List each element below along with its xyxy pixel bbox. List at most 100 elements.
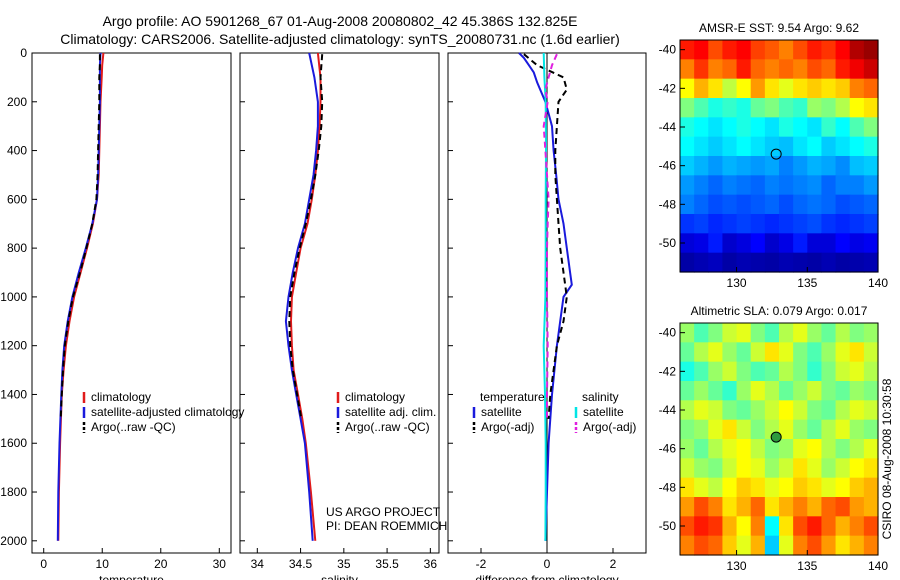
amsr_sst_map-cell <box>708 252 724 273</box>
altimetric_sla_map-cell <box>779 323 794 343</box>
altimetric_sla_map-cell <box>793 323 808 343</box>
altimetric_sla_map-cell <box>779 381 794 401</box>
altimetric_sla_map-cell <box>750 477 766 498</box>
altimetric_sla_map-cell <box>793 419 808 440</box>
amsr_sst_map-cell <box>835 233 851 254</box>
altimetric_sla_map-cell <box>821 497 837 517</box>
amsr_sst_map-cell <box>779 78 794 99</box>
amsr_sst_map-cell <box>863 156 879 176</box>
amsr_sst_map-cell <box>863 252 879 273</box>
altimetric_sla_map-cell <box>863 400 879 421</box>
difference-legend-label: Argo(-adj) <box>481 420 534 434</box>
altimetric_sla_map-cell <box>793 458 808 479</box>
salinity-xlabel: salinity <box>321 573 358 580</box>
altimetric_sla_map-cell <box>764 458 780 479</box>
altimetric_sla_map-ytick-label: -48 <box>659 480 677 494</box>
altimetric_sla_map-cell <box>680 497 695 517</box>
amsr_sst_map-ytick-label: -46 <box>659 159 677 173</box>
amsr_sst_map-cell <box>849 233 865 254</box>
altimetric_sla_map-cell <box>863 477 879 498</box>
amsr_sst_map-cell <box>779 136 794 157</box>
altimetric_sla_map-cell <box>680 361 695 382</box>
altimetric_sla_map-cell <box>694 381 709 401</box>
altimetric_sla_map-cell <box>849 535 865 556</box>
amsr_sst_map-cell <box>849 59 865 80</box>
amsr_sst_map-cell <box>736 233 752 254</box>
amsr_sst_map-cell <box>863 194 879 215</box>
amsr_sst_map-cell <box>779 98 794 118</box>
altimetric_sla_map-cell <box>807 381 823 401</box>
altimetric_sla_map-cell <box>807 458 823 479</box>
temperature-xtick-label: 30 <box>213 557 227 571</box>
amsr_sst_map-cell <box>779 117 794 138</box>
amsr_sst_map-cell <box>835 214 851 234</box>
altimetric_sla_map-xtick-label: 130 <box>727 559 747 573</box>
amsr_sst_map-cell <box>680 98 695 118</box>
salinity-series-satellite-adj-clim- <box>284 52 319 541</box>
amsr_sst_map-xtick-label: 130 <box>727 276 747 290</box>
altimetric_sla_map-cell <box>736 400 752 421</box>
altimetric_sla_map-cell <box>835 477 851 498</box>
temperature-legend-label: Argo(..raw -QC) <box>91 420 176 434</box>
altimetric_sla_map-cell <box>680 458 695 479</box>
amsr_sst_map-cell <box>793 117 808 138</box>
altimetric_sla_map-cell <box>680 439 695 459</box>
amsr_sst_map-cell <box>821 117 837 138</box>
amsr_sst_map-cell <box>807 59 823 80</box>
difference-legend-label: satellite <box>583 405 624 419</box>
altimetric_sla_map-cell <box>779 361 794 382</box>
difference-xtick-label: 0 <box>544 557 551 571</box>
altimetric_sla_map-cell <box>750 497 766 517</box>
altimetric_sla_map-cell <box>821 400 837 421</box>
temperature-ytick-label: 1000 <box>0 290 27 304</box>
amsr_sst_map-cell <box>807 214 823 234</box>
altimetric_sla_map-cell <box>708 400 724 421</box>
altimetric_sla_map-cell <box>807 477 823 498</box>
altimetric_sla_map-cell <box>694 419 709 440</box>
altimetric_sla_map-cell <box>835 535 851 556</box>
altimetric_sla_map-cell <box>821 516 837 537</box>
amsr_sst_map-cell <box>722 156 738 176</box>
altimetric_sla_map-cell <box>793 400 808 421</box>
amsr_sst_map-cell <box>793 175 808 196</box>
altimetric_sla_map-cell <box>793 361 808 382</box>
altimetric_sla_map-cell <box>821 477 837 498</box>
altimetric_sla_map-cell <box>708 323 724 343</box>
temperature-ytick-label: 1800 <box>0 485 27 499</box>
altimetric_sla_map-cell <box>694 361 709 382</box>
altimetric_sla_map-ytick-label: -42 <box>659 364 677 378</box>
difference-legend-title-salinity: salinity <box>582 390 619 404</box>
altimetric_sla_map-cell <box>764 516 780 537</box>
amsr_sst_map-cell <box>736 194 752 215</box>
amsr_sst_map-cell <box>736 40 752 60</box>
altimetric_sla_map-cell <box>849 361 865 382</box>
amsr_sst_map-cell <box>835 59 851 80</box>
difference-panel: -2 0 2 difference from climatology temperatu… <box>447 52 647 580</box>
altimetric_sla_map-cell <box>849 342 865 363</box>
altimetric_sla_map-cell <box>680 342 695 363</box>
amsr_sst_map-cell <box>694 98 709 118</box>
altimetric_sla_map-cell <box>807 342 823 363</box>
amsr_sst_map-xtick-label: 135 <box>797 276 817 290</box>
altimetric_sla_map-cell <box>750 516 766 537</box>
salinity-legend-label: satellite adj. clim. <box>345 405 436 419</box>
amsr_sst_map-cell <box>708 136 724 157</box>
amsr_sst_map-cell <box>807 98 823 118</box>
amsr_sst_map-cell <box>821 194 837 215</box>
amsr_sst_map-cell <box>807 156 823 176</box>
difference-xtick-label: -2 <box>476 557 487 571</box>
amsr_sst_map-cell <box>708 175 724 196</box>
altimetric_sla_map-ytick-label: -46 <box>659 442 677 456</box>
salinity-xtick-label: 34.5 <box>289 557 313 571</box>
amsr_sst_map-cell <box>835 136 851 157</box>
amsr_sst_map-cell <box>736 156 752 176</box>
amsr_sst_map-cell <box>821 136 837 157</box>
altimetric_sla_map-cell <box>835 323 851 343</box>
amsr_sst_map-cell <box>708 214 724 234</box>
altimetric_sla_map-cell <box>849 439 865 459</box>
altimetric_sla_map-cell <box>736 419 752 440</box>
altimetric_sla_map-cell <box>764 323 780 343</box>
amsr_sst_map-cell <box>722 40 738 60</box>
amsr_sst_map-cell <box>849 252 865 273</box>
amsr_sst_map-cell <box>680 40 695 60</box>
